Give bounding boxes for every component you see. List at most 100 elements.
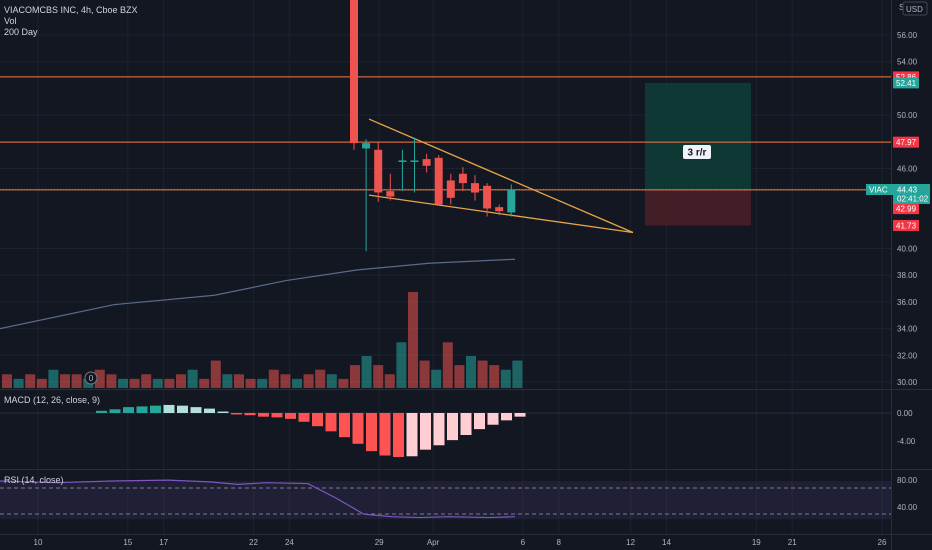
- rsi-tick-label: 80.00: [897, 476, 918, 485]
- rsi-legend[interactable]: RSI (14, close): [4, 475, 64, 485]
- candles: [350, 0, 516, 252]
- volume-bar: [280, 374, 291, 388]
- candle-body: [386, 191, 395, 197]
- viac-symbol: VIAC: [869, 186, 888, 195]
- volume-bar: [500, 369, 511, 388]
- time-tick-label: 8: [557, 538, 562, 547]
- volume-bar: [326, 374, 337, 388]
- candle-body: [350, 0, 358, 144]
- macd-bar: [379, 413, 391, 456]
- loss-zone: [645, 189, 751, 226]
- macd-bar: [231, 413, 242, 415]
- volume-bar: [176, 374, 186, 388]
- price-tick-label: 34.00: [897, 325, 918, 334]
- macd-bar: [96, 410, 107, 413]
- macd-bar: [109, 409, 121, 413]
- volume-bar: [222, 374, 233, 388]
- macd-bar: [406, 413, 418, 457]
- rsi-band: [0, 481, 891, 520]
- symbol-title[interactable]: VIACOMCBS INC, 4h, Cboe BZX: [4, 5, 138, 15]
- macd-bar: [420, 413, 431, 450]
- macd-bar: [339, 413, 350, 438]
- currency-button[interactable]: [902, 1, 928, 16]
- macd-bar: [177, 405, 188, 413]
- candle-body: [458, 173, 467, 184]
- volume-bar: [396, 342, 407, 388]
- volume-marker-circle[interactable]: [84, 371, 98, 385]
- price-tag-text: 52.86: [896, 73, 917, 82]
- volume-bar: [257, 378, 268, 388]
- price-tag-box: [893, 77, 919, 89]
- macd-bar: [460, 413, 472, 435]
- volume-bar: [118, 378, 128, 388]
- ma-legend[interactable]: 200 Day: [4, 27, 38, 37]
- price-tag-text: 52.41: [896, 79, 917, 88]
- volume-bar: [338, 378, 349, 388]
- volume-bar: [199, 378, 210, 388]
- volume-bar: [466, 356, 476, 388]
- rsi-pane: [0, 479, 891, 520]
- macd-tick-label: 0.00: [897, 409, 913, 418]
- time-tick-label: 17: [159, 538, 168, 547]
- candle-body: [434, 157, 443, 205]
- candle-body: [471, 183, 479, 193]
- time-tick-label: 14: [662, 538, 671, 547]
- viac-symbol-box: [866, 184, 893, 195]
- macd-bar: [487, 413, 499, 425]
- time-tick-label: 22: [249, 538, 258, 547]
- time-tick-label: 21: [788, 538, 797, 547]
- macd-bar: [366, 413, 377, 452]
- macd-bar: [352, 413, 364, 444]
- candle-body: [362, 143, 371, 149]
- macd-bar: [258, 413, 269, 417]
- time-tick-label: 24: [285, 538, 294, 547]
- viac-countdown: 02:41:02: [897, 195, 929, 204]
- price-tick-label: 36.00: [897, 298, 918, 307]
- price-tick-label: 56.00: [897, 31, 918, 40]
- volume-bar: [361, 356, 372, 388]
- price-tick-label: 40.00: [897, 245, 918, 254]
- volume-legend[interactable]: Vol: [4, 16, 17, 26]
- volume-bar: [25, 374, 36, 388]
- macd-bar: [163, 404, 175, 413]
- rr-annotation-box: [683, 145, 711, 159]
- rr-annotation[interactable]: 3 r/r: [683, 145, 711, 159]
- time-tick-label: 15: [123, 538, 132, 547]
- moving-average: [0, 258, 516, 330]
- volume-bar: [454, 365, 465, 388]
- candle-body: [422, 159, 431, 166]
- macd-bar: [244, 413, 256, 416]
- volume-bar: [442, 342, 453, 388]
- candle-body: [446, 180, 455, 198]
- viac-price-tag: VIAC 44.43 02:41:02: [866, 184, 930, 204]
- volume-bar: [141, 374, 152, 388]
- volume-bar: [489, 365, 500, 388]
- trendline: [368, 194, 634, 234]
- time-axis[interactable]: 10 15 17 22 24 29 Apr 6 8 12 14 19 21 26: [34, 538, 887, 547]
- volume-bar: [71, 374, 82, 388]
- volume-bar: [164, 378, 175, 388]
- time-tick-label: 19: [752, 538, 761, 547]
- time-tick-label: 12: [626, 538, 635, 547]
- candle-body: [398, 160, 407, 162]
- volume-bar: [268, 369, 279, 388]
- macd-bar: [150, 405, 161, 413]
- macd-bar: [514, 413, 526, 417]
- rsi-tick-label: 40.00: [897, 503, 918, 512]
- macd-tick-label: -4.00: [897, 437, 916, 446]
- price-tick-label: 38.00: [897, 271, 918, 280]
- trendline: [368, 118, 634, 234]
- volume-bar: [129, 378, 140, 388]
- horizontal-lines: [0, 76, 891, 191]
- price-tick-label: 46.00: [897, 164, 918, 173]
- time-tick-label: 10: [34, 538, 43, 547]
- macd-legend[interactable]: MACD (12, 26, close, 9): [4, 395, 100, 405]
- volume-bar: [303, 374, 314, 388]
- price-tag-box: [893, 219, 919, 231]
- volume-bar: [187, 369, 198, 388]
- volume-bar: [48, 369, 59, 388]
- price-tag-text: 47.97: [896, 138, 917, 147]
- macd-bar: [447, 413, 458, 441]
- rr-annotation-text: 3 r/r: [688, 148, 707, 159]
- trendlines: [368, 118, 634, 234]
